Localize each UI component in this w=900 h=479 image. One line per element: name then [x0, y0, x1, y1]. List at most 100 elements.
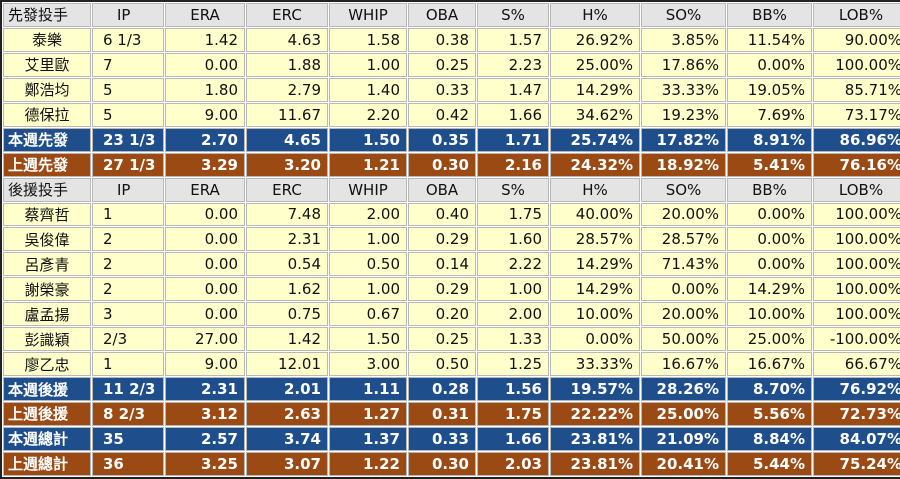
cell: 6 1/3 — [92, 27, 164, 52]
cell: ERC — [246, 177, 328, 202]
cell: 2.63 — [246, 402, 328, 426]
cell: 8.84% — [727, 426, 812, 451]
cell: 1.21 — [329, 152, 407, 177]
cell: 0.31 — [408, 402, 476, 426]
cell: 11.54% — [727, 27, 812, 52]
cell: H% — [550, 3, 640, 27]
cell: 1.50 — [329, 327, 407, 352]
header-row: 後援投手 IP ERA ERC WHIP OBA S% H% SO% BB% LOB% — [3, 177, 900, 202]
cell: 5.56% — [727, 402, 812, 426]
cell: 2.03 — [477, 451, 549, 476]
cell: 5 — [92, 77, 164, 102]
cell: 23.81% — [550, 451, 640, 476]
cell: S% — [477, 3, 549, 27]
cell: 1.66 — [477, 426, 549, 451]
cell: 1 — [92, 352, 164, 377]
cell: 2.79 — [246, 77, 328, 102]
cell: 0.50 — [329, 252, 407, 277]
data-row: 廖乙忠 1 9.00 12.01 3.00 0.50 1.25 33.33% 16.67% 16.… — [3, 352, 900, 377]
cell: 4.65 — [246, 127, 328, 152]
cell: 25.74% — [550, 127, 640, 152]
cell: 0.35 — [408, 127, 476, 152]
this-week-row: 本週總計 35 2.57 3.74 1.37 0.33 1.66 23.81% 21.09% 8.… — [3, 426, 900, 451]
cell: 100.00% — [813, 277, 900, 302]
cell: 1.88 — [246, 52, 328, 77]
data-row: 蔡齊哲 1 0.00 7.48 2.00 0.40 1.75 40.00% 20.00% 0.00… — [3, 202, 900, 227]
cell: ERA — [165, 3, 245, 27]
cell: 22.22% — [550, 402, 640, 426]
cell: 76.92% — [813, 377, 900, 401]
data-row: 盧孟揚 3 0.00 0.75 0.67 0.20 2.00 10.00% 20.00% 10.0… — [3, 302, 900, 327]
cell: 10.00% — [550, 302, 640, 327]
cell: 10.00% — [727, 302, 812, 327]
cell: 2.00 — [477, 302, 549, 327]
row-label: 本週後援 — [3, 377, 91, 401]
cell: 1.42 — [246, 327, 328, 352]
cell: 3.74 — [246, 426, 328, 451]
cell: WHIP — [329, 177, 407, 202]
row-label: 德保拉 — [3, 102, 91, 127]
cell: 5 — [92, 102, 164, 127]
cell: 25.00% — [641, 402, 726, 426]
row-label: 本週總計 — [3, 426, 91, 451]
row-label: 彭識穎 — [3, 327, 91, 352]
cell: 1 — [92, 202, 164, 227]
cell: 20.41% — [641, 451, 726, 476]
row-label: 上週先發 — [3, 152, 91, 177]
cell: LOB% — [813, 3, 900, 27]
cell: 5.44% — [727, 451, 812, 476]
cell: 24.32% — [550, 152, 640, 177]
cell: BB% — [727, 3, 812, 27]
cell: 3 — [92, 302, 164, 327]
cell: 1.40 — [329, 77, 407, 102]
cell: 2.16 — [477, 152, 549, 177]
cell: BB% — [727, 177, 812, 202]
cell: 90.00% — [813, 27, 900, 52]
cell: 2.20 — [329, 102, 407, 127]
cell: 1.37 — [329, 426, 407, 451]
cell: S% — [477, 177, 549, 202]
cell: 0.00% — [727, 52, 812, 77]
cell: 73.17% — [813, 102, 900, 127]
row-label: 謝榮豪 — [3, 277, 91, 302]
cell: 0.20 — [408, 302, 476, 327]
cell: 20.00% — [641, 202, 726, 227]
cell: 7 — [92, 52, 164, 77]
cell: 17.86% — [641, 52, 726, 77]
cell: OBA — [408, 177, 476, 202]
cell: 1.00 — [329, 227, 407, 252]
cell: 0.00 — [165, 227, 245, 252]
cell: 3.12 — [165, 402, 245, 426]
cell: 72.73% — [813, 402, 900, 426]
cell: 8 2/3 — [92, 402, 164, 426]
cell: 8.91% — [727, 127, 812, 152]
cell: 27 1/3 — [92, 152, 164, 177]
cell: 28.57% — [641, 227, 726, 252]
data-row: 鄭浩均 5 1.80 2.79 1.40 0.33 1.47 14.29% 33.33% 19.0… — [3, 77, 900, 102]
cell: 3.85% — [641, 27, 726, 52]
cell: 0.00 — [165, 252, 245, 277]
row-label: 鄭浩均 — [3, 77, 91, 102]
cell: 0.30 — [408, 451, 476, 476]
cell: 0.00 — [165, 302, 245, 327]
cell: 8.70% — [727, 377, 812, 401]
cell: 3.25 — [165, 451, 245, 476]
cell: 19.57% — [550, 377, 640, 401]
cell: 27.00 — [165, 327, 245, 352]
data-row: 謝榮豪 2 0.00 1.62 1.00 0.29 1.00 14.29% 0.00% 14.29… — [3, 277, 900, 302]
cell: 1.58 — [329, 27, 407, 52]
cell: 2.57 — [165, 426, 245, 451]
cell: 1.22 — [329, 451, 407, 476]
this-week-row: 本週後援 11 2/3 2.31 2.01 1.11 0.28 1.56 19.57% 28.2… — [3, 377, 900, 401]
cell: 0.00% — [727, 227, 812, 252]
cell: 0.00% — [550, 327, 640, 352]
cell: 11 2/3 — [92, 377, 164, 401]
cell: 0.42 — [408, 102, 476, 127]
cell: 3.00 — [329, 352, 407, 377]
cell: -100.00% — [813, 327, 900, 352]
cell: 2 — [92, 277, 164, 302]
cell: 1.56 — [477, 377, 549, 401]
cell: 1.66 — [477, 102, 549, 127]
header-row: 先發投手 IP ERA ERC WHIP OBA S% H% SO% BB% LOB% — [3, 3, 900, 27]
